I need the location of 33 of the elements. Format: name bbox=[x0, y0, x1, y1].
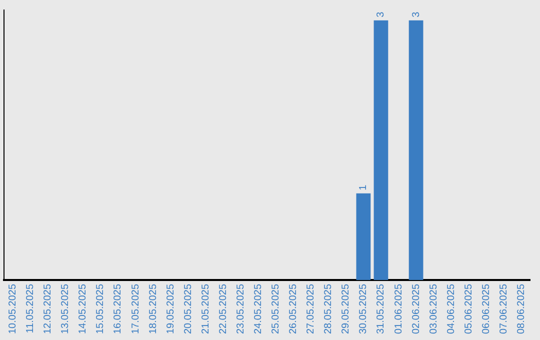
x-tick-label: 30.05.2025 bbox=[358, 284, 370, 334]
x-tick-label: 03.06.2025 bbox=[428, 284, 440, 334]
x-tick-label: 27.05.2025 bbox=[306, 284, 317, 334]
x-tick-label: 14.05.2025 bbox=[78, 284, 89, 334]
x-tick-label: 07.06.2025 bbox=[498, 284, 510, 334]
x-tick-label: 18.05.2025 bbox=[148, 284, 159, 334]
x-tick-label: 26.05.2025 bbox=[288, 284, 300, 334]
x-tick-label: 31.05.2025 bbox=[376, 284, 387, 334]
x-tick-label: 04.06.2025 bbox=[446, 284, 457, 334]
x-tick-label: 16.05.2025 bbox=[112, 284, 124, 334]
x-tick-label: 08.06.2025 bbox=[516, 284, 527, 334]
data-label: 3 bbox=[376, 11, 387, 18]
x-tick-label: 05.06.2025 bbox=[463, 284, 474, 334]
x-tick-label: 11.05.2025 bbox=[25, 284, 36, 334]
x-tick-label: 29.05.2025 bbox=[340, 284, 352, 334]
x-tick-label: 01.06.2025 bbox=[393, 284, 404, 334]
x-tick-label: 23.05.2025 bbox=[235, 284, 246, 334]
x-tick-label: 12.05.2025 bbox=[42, 284, 54, 334]
x-tick-label: 10.05.2025 bbox=[8, 284, 19, 334]
x-tick-label: 20.05.2025 bbox=[182, 284, 194, 334]
x-tick-label: 24.05.2025 bbox=[252, 284, 264, 334]
x-tick-label: 06.06.2025 bbox=[480, 284, 492, 334]
x-tick-label: 28.05.2025 bbox=[323, 284, 334, 334]
x-tick-label: 22.05.2025 bbox=[218, 284, 229, 334]
x-tick-label: 17.05.2025 bbox=[130, 284, 142, 334]
x-tick-label: 13.05.2025 bbox=[60, 284, 72, 334]
x-tick-label: 25.05.2025 bbox=[270, 284, 282, 334]
x-tick-label: 19.05.2025 bbox=[165, 284, 176, 334]
x-tick-label: 15.05.2025 bbox=[95, 284, 106, 334]
x-tick-label: 02.06.2025 bbox=[410, 284, 422, 334]
x-tick-label: 21.05.2025 bbox=[200, 284, 212, 334]
data-label: 1 bbox=[358, 184, 370, 190]
data-label: 3 bbox=[410, 11, 422, 18]
